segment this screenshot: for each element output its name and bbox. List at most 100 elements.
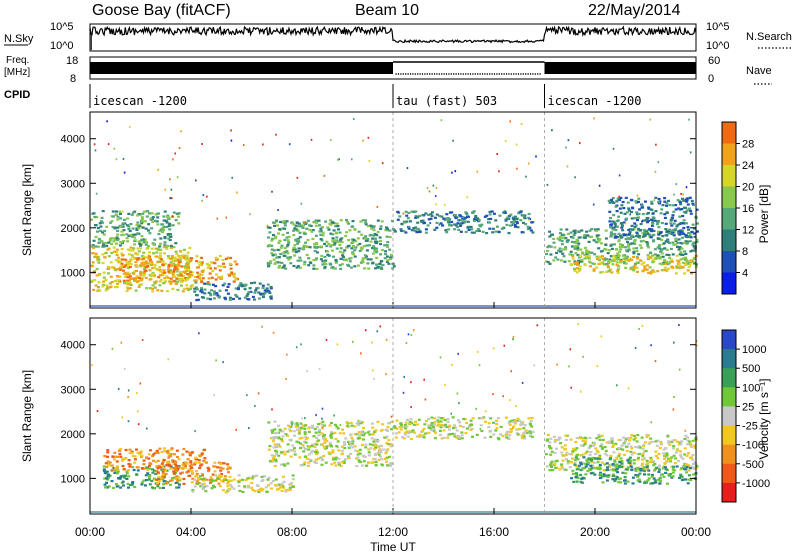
heatmap-cell xyxy=(614,442,618,445)
heatmap-cell xyxy=(632,252,636,255)
heatmap-cell xyxy=(136,469,140,472)
heatmap-cell xyxy=(583,263,587,267)
heatmap-cell xyxy=(130,254,134,257)
heatmap-cell xyxy=(424,231,428,234)
heatmap-cell xyxy=(571,469,575,472)
y-tick-label: 2000 xyxy=(61,429,85,441)
heatmap-cell xyxy=(520,437,524,440)
heatmap-cell xyxy=(380,444,384,447)
nave-label: Nave xyxy=(746,65,772,77)
heatmap-speck xyxy=(315,414,317,417)
heatmap-cell xyxy=(179,250,183,253)
heatmap-cell xyxy=(243,285,247,288)
heatmap-cell xyxy=(453,435,457,438)
heatmap-cell xyxy=(110,464,114,467)
heatmap-cell xyxy=(667,199,670,202)
heatmap-cell xyxy=(136,221,140,224)
heatmap-cell xyxy=(256,286,260,290)
heatmap-speck xyxy=(617,198,620,201)
heatmap-cell xyxy=(285,220,289,223)
heatmap-cell xyxy=(201,270,205,273)
heatmap-cell xyxy=(280,489,284,492)
heatmap-cell xyxy=(454,426,457,429)
heatmap-cell xyxy=(617,257,621,261)
heatmap-cell xyxy=(612,259,616,262)
heatmap-cell xyxy=(560,451,564,454)
heatmap-cell xyxy=(319,245,323,248)
heatmap-cell xyxy=(681,257,685,260)
heatmap-cell xyxy=(200,478,204,481)
heatmap-speck xyxy=(641,324,644,327)
heatmap-cell xyxy=(320,423,324,426)
heatmap-cell xyxy=(339,238,343,241)
heatmap-cell xyxy=(291,478,295,481)
heatmap-cell xyxy=(278,228,282,231)
heatmap-cell xyxy=(427,426,431,429)
heatmap-cell xyxy=(164,280,167,283)
heatmap-cell xyxy=(204,490,208,493)
heatmap-cell xyxy=(634,224,638,227)
heatmap-cell xyxy=(465,212,469,215)
heatmap-cell xyxy=(279,463,283,466)
heatmap-cell xyxy=(364,235,368,238)
x-axis-label: Time UT xyxy=(370,540,416,554)
heatmap-cell xyxy=(327,451,331,454)
heatmap-cell xyxy=(167,453,171,456)
heatmap-cell xyxy=(162,269,166,272)
heatmap-cell xyxy=(282,220,286,223)
heatmap-cell xyxy=(207,264,211,267)
heatmap-cell xyxy=(94,252,98,255)
heatmap-cell xyxy=(153,451,157,455)
heatmap-cell xyxy=(249,290,253,293)
heatmap-cell xyxy=(321,427,324,430)
heatmap-cell xyxy=(109,221,113,224)
heatmap-cell xyxy=(645,433,649,436)
heatmap-cell xyxy=(460,222,464,225)
heatmap-cell xyxy=(662,242,666,245)
heatmap-cell xyxy=(140,481,144,484)
heatmap-cell xyxy=(123,275,127,278)
heatmap-cell xyxy=(146,468,150,471)
heatmap-speck xyxy=(275,133,277,136)
heatmap-cell xyxy=(200,291,204,294)
heatmap-cell xyxy=(124,448,128,452)
heatmap-cell xyxy=(91,261,95,264)
heatmap-cell xyxy=(652,240,655,243)
colorbar-tick-label: 100 xyxy=(742,382,760,394)
heatmap-cell xyxy=(489,417,493,420)
heatmap-cell xyxy=(430,429,434,432)
heatmap-cell xyxy=(668,204,672,207)
heatmap-cell xyxy=(175,258,179,261)
heatmap-cell xyxy=(651,254,654,257)
heatmap-cell xyxy=(158,266,162,269)
cpid-segment-label: icescan -1200 xyxy=(548,94,642,108)
heatmap-cell xyxy=(213,291,217,295)
heatmap-cell xyxy=(689,465,692,468)
heatmap-cell xyxy=(649,270,653,274)
heatmap-cell xyxy=(641,235,645,238)
heatmap-cell xyxy=(666,267,670,270)
heatmap-cell xyxy=(350,436,354,439)
heatmap-cell xyxy=(152,243,156,246)
colorbar-swatch xyxy=(722,186,736,209)
heatmap-cell xyxy=(126,271,130,274)
heatmap-cell xyxy=(349,256,353,260)
heatmap-cell xyxy=(144,243,148,246)
heatmap-cell xyxy=(444,423,447,426)
heatmap-cell xyxy=(459,215,463,218)
heatmap-cell xyxy=(96,286,100,289)
heatmap-cell xyxy=(629,459,633,462)
heatmap-cell xyxy=(357,431,361,434)
heatmap-speck xyxy=(230,139,233,142)
heatmap-speck xyxy=(678,324,680,326)
heatmap-cell xyxy=(271,221,275,224)
heatmap-cell xyxy=(448,424,452,427)
heatmap-cell xyxy=(142,210,146,213)
heatmap-speck xyxy=(443,203,446,206)
heatmap-cell xyxy=(546,246,550,249)
heatmap-cell xyxy=(274,478,278,481)
heatmap-cell xyxy=(292,229,296,232)
heatmap-cell xyxy=(400,229,404,232)
heatmap-cell xyxy=(315,251,319,254)
heatmap-cell xyxy=(668,261,672,265)
